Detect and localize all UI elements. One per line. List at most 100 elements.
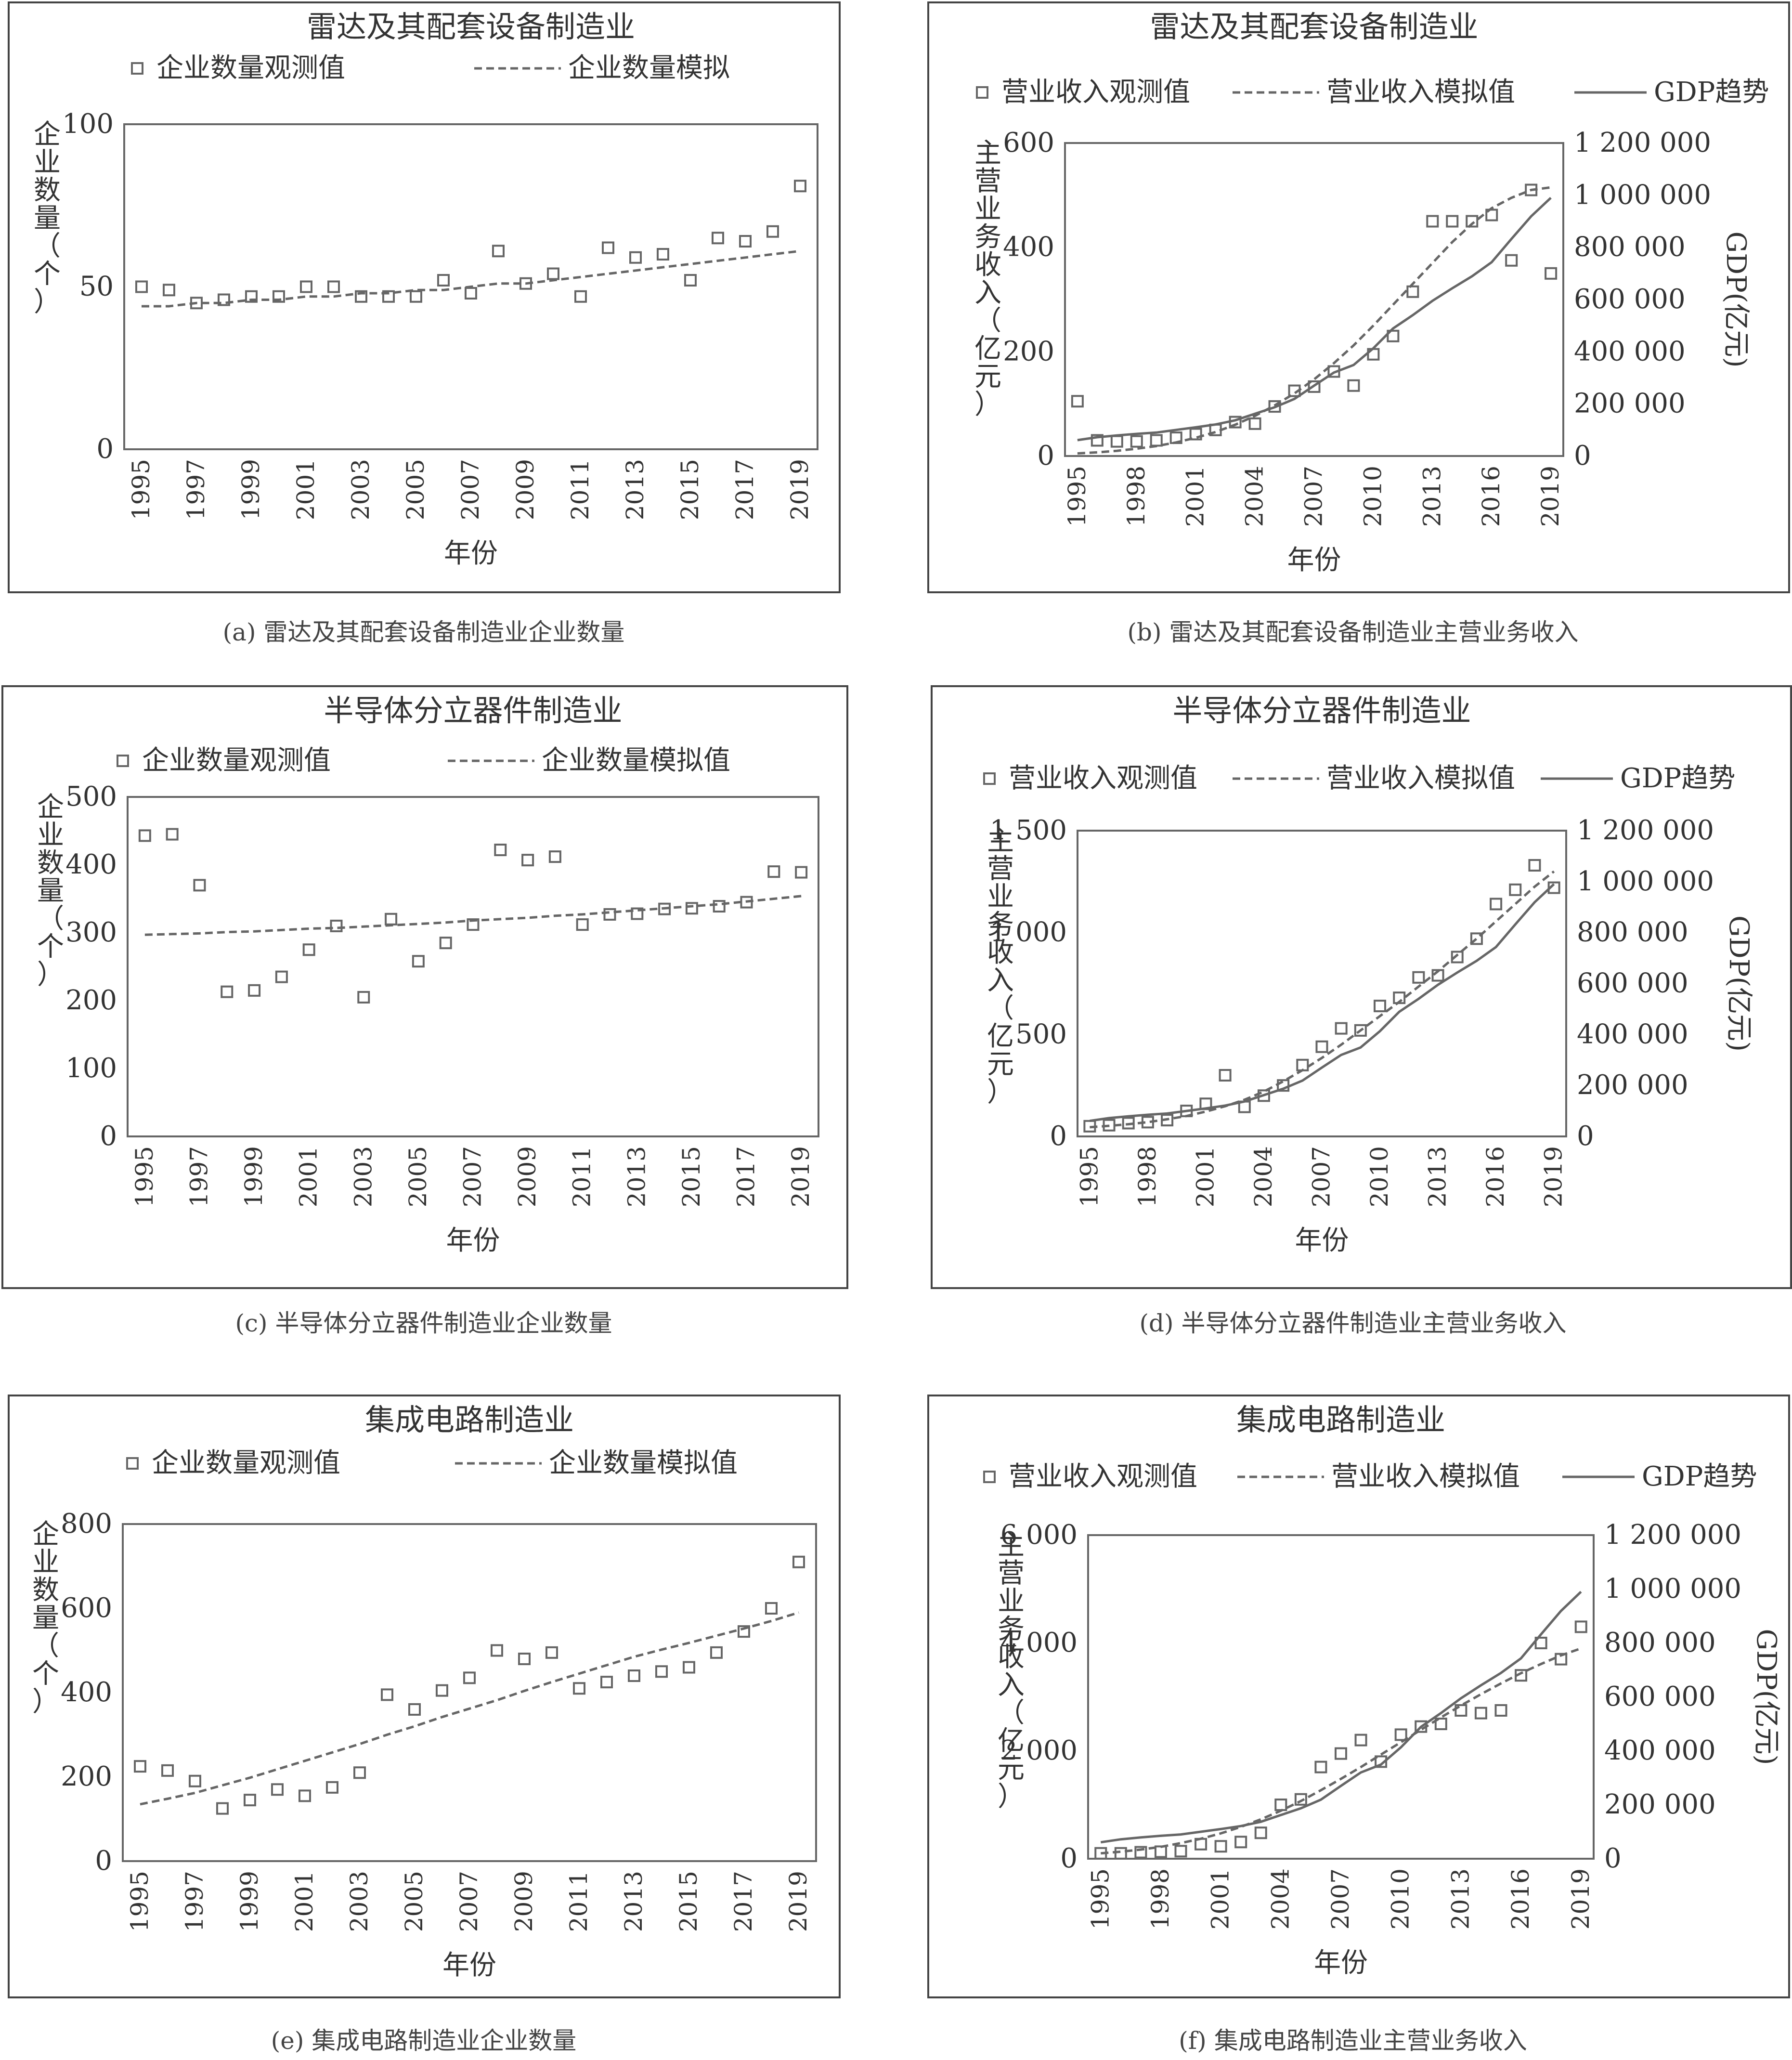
observed-point [521, 854, 534, 867]
y-tick-label: 800 [61, 1508, 112, 1539]
chart-title: 集成电路制造业 [365, 1402, 574, 1437]
observed-point [685, 902, 698, 915]
observed-point [1219, 1069, 1232, 1082]
y-tick-label: 0 [1060, 1843, 1078, 1874]
legend-label: 企业数量观测值 [152, 1447, 340, 1479]
chart-title: 雷达及其配套设备制造业 [1150, 9, 1478, 44]
x-tick-label: 1995 [126, 1871, 154, 1932]
legend-label: 营业收入模拟值 [1326, 77, 1515, 108]
x-tick-label: 2010 [1387, 1868, 1415, 1930]
simulated-line [140, 1611, 799, 1806]
y-tick-label: 300 [65, 917, 117, 948]
observed-point [795, 866, 808, 879]
y2-tick-label: 200 000 [1574, 388, 1686, 419]
observed-point [766, 225, 779, 238]
x-tick-label: 2007 [459, 1146, 487, 1207]
y-tick-label: 6 000 [1000, 1519, 1078, 1551]
simulated-line [1077, 186, 1551, 455]
observed-point [275, 970, 288, 983]
observed-point [467, 918, 480, 931]
x-tick-label: 1995 [1086, 1868, 1114, 1930]
observed-point [381, 1688, 393, 1701]
observed-point [385, 913, 398, 926]
plot-area [122, 1523, 817, 1862]
observed-point [573, 1682, 585, 1695]
observed-point [244, 1794, 256, 1807]
x-tick-label: 2019 [784, 1871, 812, 1932]
observed-point [1130, 435, 1143, 448]
y2-tick-label: 0 [1604, 1843, 1622, 1874]
x-tick-label: 2019 [1536, 466, 1564, 527]
x-tick-label: 2009 [513, 1146, 541, 1207]
legend-label: 企业数量模拟值 [549, 1447, 738, 1479]
y-tick-label: 0 [96, 433, 114, 465]
x-tick-label: 2013 [1424, 1146, 1452, 1207]
figure-caption: (e) 集成电路制造业企业数量 [271, 2027, 577, 2055]
legend-label: GDP趋势 [1654, 77, 1769, 108]
x-tick-label: 1997 [182, 459, 210, 520]
observed-point [1446, 215, 1459, 228]
x-tick-label: 2010 [1365, 1146, 1393, 1207]
y-tick-label: 200 [65, 985, 117, 1016]
y-tick-label: 600 [1003, 127, 1054, 158]
observed-point [712, 232, 724, 245]
x-tick-label: 2019 [1540, 1146, 1568, 1207]
observed-point [1387, 329, 1400, 342]
x-tick-label: 2010 [1359, 466, 1387, 527]
y-tick-label: 400 [65, 849, 117, 880]
observed-point [547, 267, 559, 280]
observed-point [1248, 417, 1261, 430]
y2-tick-label: 1 000 000 [1577, 866, 1714, 897]
observed-point [602, 241, 614, 254]
observed-point [163, 284, 175, 297]
observed-point [465, 287, 477, 300]
observed-point [357, 991, 370, 1004]
x-tick-label: 2003 [345, 1871, 373, 1932]
observed-point [1534, 1637, 1547, 1649]
observed-point [353, 1766, 366, 1779]
legend-label: 企业数量模拟值 [542, 745, 730, 776]
y-tick-label: 1 500 [990, 815, 1067, 846]
simulated-line [142, 249, 801, 308]
simulated-line [1090, 870, 1555, 1129]
observed-point [1214, 1840, 1227, 1853]
observed-point [193, 879, 206, 892]
y2-tick-label: 600 000 [1574, 284, 1686, 315]
observed-point [1254, 1826, 1267, 1839]
y-tick-label: 0 [100, 1121, 117, 1152]
observed-point [1347, 379, 1360, 392]
legend-marker-observed [983, 772, 996, 785]
observed-point [1490, 898, 1503, 911]
x-tick-label: 1995 [127, 459, 155, 520]
observed-point [326, 1781, 338, 1794]
x-axis-label: 年份 [1314, 1947, 1368, 1979]
figure-caption: (c) 半导体分立器件制造业企业数量 [235, 1309, 612, 1337]
x-tick-label: 2001 [1191, 1146, 1219, 1207]
x-tick-label: 2019 [787, 1146, 815, 1207]
x-tick-label: 1995 [130, 1146, 158, 1207]
x-axis-label: 年份 [444, 538, 498, 569]
observed-point [138, 829, 151, 842]
observed-point [600, 1676, 613, 1689]
x-tick-label: 2001 [1207, 1868, 1234, 1930]
observed-point [436, 1684, 448, 1697]
y-tick-label: 400 [1003, 232, 1054, 263]
observed-point [161, 1764, 174, 1777]
x-axis-label: 年份 [442, 1950, 496, 1981]
x-tick-label: 2019 [1567, 1868, 1595, 1930]
y-tick-label: 500 [1015, 1018, 1067, 1050]
plot-area [127, 796, 819, 1137]
y2-tick-label: 1 200 000 [1577, 815, 1714, 846]
x-tick-label: 2017 [731, 459, 759, 520]
x-tick-label: 2005 [404, 1146, 432, 1207]
observed-point [1555, 1653, 1568, 1666]
y-axis-label: 企业数量（个） [32, 1519, 59, 1718]
observed-point [1509, 883, 1522, 896]
x-tick-label: 2013 [623, 1146, 650, 1207]
x-tick-label: 1998 [1122, 466, 1150, 527]
chart-title: 半导体分立器件制造业 [1172, 693, 1471, 728]
observed-point [1528, 859, 1541, 872]
